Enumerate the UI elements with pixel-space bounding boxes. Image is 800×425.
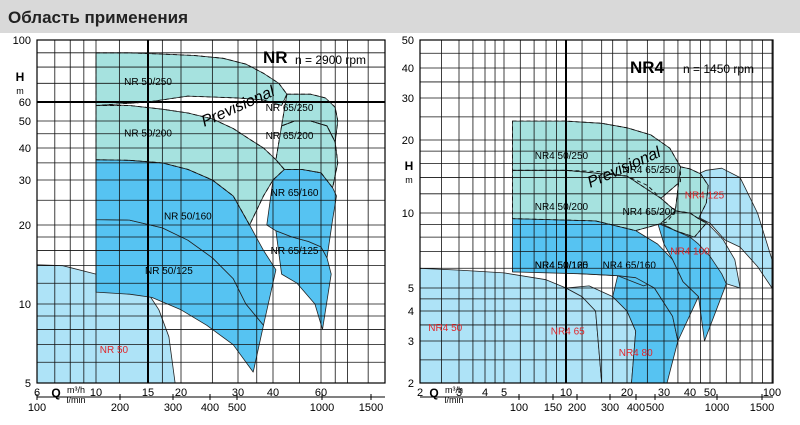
region-label-nr4-80: NR4 80	[619, 348, 653, 359]
region-label-nr-65-160: NR 65/160	[271, 188, 319, 199]
chart-title: NR	[263, 48, 288, 67]
secondary-x-tick-label: 1000	[705, 402, 729, 414]
x-tick-label: 30	[232, 387, 244, 399]
x-tick-label: 3	[456, 387, 462, 399]
x-axis-label: Q	[429, 386, 438, 400]
secondary-x-tick-label: 500	[228, 402, 246, 414]
region-label-nr-65-200: NR 65/200	[266, 131, 314, 142]
x-tick-label: 6	[34, 387, 40, 399]
region-label-nr4-50-200: NR4 50/200	[535, 202, 589, 213]
x-tick-label: 30	[658, 387, 670, 399]
y-tick-label: 40	[19, 143, 31, 155]
region-label-nr4-65-250: NR4 65/250	[622, 165, 676, 176]
x-axis-unit-secondary: l/min	[66, 395, 85, 405]
region-label-nr4-50-250: NR4 50/250	[535, 151, 589, 162]
region-label-nr4-65-200: NR4 65/200	[622, 207, 676, 218]
region-outline-dashed	[512, 169, 676, 232]
secondary-x-tick-label: 100	[510, 402, 528, 414]
x-tick-label: 50	[704, 387, 716, 399]
x-tick-label: 20	[175, 387, 187, 399]
region-outline-dashed	[95, 52, 288, 107]
secondary-x-tick-label: 1000	[310, 402, 334, 414]
y-tick-label: 5	[25, 378, 31, 390]
secondary-x-tick-label: 1500	[359, 402, 383, 414]
x-tick-label: 10	[90, 387, 102, 399]
y-tick-label: 2	[408, 378, 414, 390]
secondary-x-tick-label: 100	[28, 402, 46, 414]
y-tick-label: 3	[408, 336, 414, 348]
region-label-nr4-65: NR4 65	[551, 326, 585, 337]
region-label-nr4-50: NR4 50	[428, 323, 462, 334]
y-tick-label: 10	[19, 299, 31, 311]
y-axis-unit: m	[405, 175, 413, 185]
region-label-nr-50: NR 50	[100, 345, 129, 356]
y-tick-label: 60	[19, 97, 31, 109]
secondary-x-tick-label: 200	[568, 402, 586, 414]
x-tick-label: 2	[417, 387, 423, 399]
region-label-nr-50-250: NR 50/250	[124, 77, 172, 88]
y-tick-label: 30	[19, 175, 31, 187]
chart-subtitle: n = 1450 rpm	[683, 62, 754, 76]
region-label-nr4-125: NR4 125	[685, 190, 725, 201]
region-outline-dashed	[281, 93, 339, 144]
region-label-nr4-100: NR4 100	[670, 247, 710, 258]
region-label-nr4-65-160: NR4 65/160	[603, 260, 657, 271]
x-tick-label: 100	[763, 387, 781, 399]
region-label-nr-50-125: NR 50/125	[145, 266, 193, 277]
secondary-x-tick-label: 150	[544, 402, 562, 414]
region-label-nr-50-160: NR 50/160	[164, 212, 212, 223]
x-tick-label: 15	[142, 387, 154, 399]
y-tick-label: 5	[408, 283, 414, 295]
y-tick-label: 10	[402, 208, 414, 220]
region-label-nr-65-125: NR 65/125	[271, 246, 319, 257]
section-header: Область применения	[0, 0, 800, 33]
secondary-x-tick-label: 300	[601, 402, 619, 414]
x-tick-label: 40	[267, 387, 279, 399]
y-axis-label: H	[405, 159, 414, 173]
y-axis-label: H	[16, 70, 25, 84]
x-tick-label: 5	[501, 387, 507, 399]
y-tick-label: 20	[19, 220, 31, 232]
chart-subtitle: n = 2900 rpm	[295, 53, 366, 67]
secondary-x-tick-label: 1500	[750, 402, 774, 414]
region-label-nr-50-200: NR 50/200	[124, 128, 172, 139]
x-axis-unit-primary: m³/h	[67, 385, 85, 395]
x-tick-label: 60	[315, 387, 327, 399]
region-label-nr4-50-125: NR4 50/125	[535, 260, 589, 271]
chart-title: NR4	[630, 58, 665, 77]
x-tick-label: 10	[560, 387, 572, 399]
y-tick-label: 20	[402, 135, 414, 147]
region-outline-dashed	[275, 120, 339, 189]
secondary-x-tick-label: 300	[164, 402, 182, 414]
plot-frame	[419, 39, 774, 384]
secondary-x-tick-label: 500	[646, 402, 664, 414]
region-label-nr4-50-160: NR4 50/160	[535, 260, 589, 271]
section-title: Область применения	[8, 8, 189, 27]
y-tick-label: 40	[402, 63, 414, 75]
secondary-x-tick-label: 400	[201, 402, 219, 414]
x-tick-label: 40	[684, 387, 696, 399]
x-axis-unit-secondary: l/min	[444, 395, 463, 405]
y-tick-label: 50	[402, 35, 414, 47]
y-tick-label: 30	[402, 93, 414, 105]
x-axis-label: Q	[51, 386, 60, 400]
secondary-x-tick-label: 200	[111, 402, 129, 414]
y-tick-label: 100	[13, 35, 31, 47]
x-tick-label: 20	[621, 387, 633, 399]
x-tick-label: 4	[482, 387, 488, 399]
y-tick-label: 50	[19, 116, 31, 128]
region-outline-dashed	[95, 105, 285, 226]
region-label-nr-65-250: NR 65/250	[266, 103, 314, 114]
secondary-x-tick-label: 400	[627, 402, 645, 414]
y-tick-label: 4	[408, 306, 414, 318]
x-axis-unit-primary: m³/h	[445, 385, 463, 395]
chart-panel-nr: NR 50 NR 50/125 NR 50/160 NR 65/125 NR 65/16…	[13, 35, 386, 414]
region-outline-dashed	[674, 166, 709, 220]
y-axis-unit: m	[16, 86, 24, 96]
plot-frame	[36, 39, 386, 384]
chart-panel-nr4: NR4 50 NR4 65 NR4 80 NR4 100 NR4 125 NR4 50/1…	[402, 35, 781, 414]
